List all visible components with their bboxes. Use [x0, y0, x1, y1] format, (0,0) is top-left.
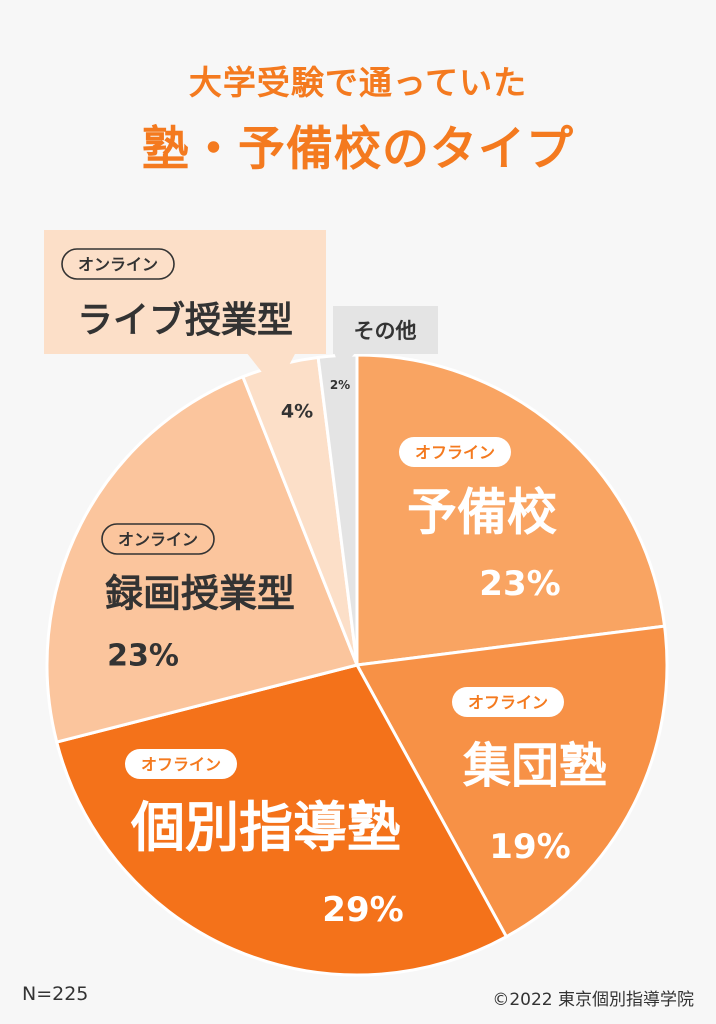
chart-title-line2: 塾・予備校のタイプ — [142, 122, 574, 177]
slice-tag-0: オフライン — [415, 443, 495, 462]
callout-other-pointer — [334, 352, 356, 370]
slice-label-0: 予備校 — [407, 484, 557, 542]
callout-live-tag: オンライン — [78, 255, 158, 274]
slice-tag-1-pill — [452, 687, 564, 717]
callout-live — [44, 230, 326, 390]
slice-label-3: 録画授業型 — [105, 571, 295, 615]
slice-value-5: 2% — [330, 378, 350, 392]
copyright-note: ©2022 東京個別指導学院 — [492, 990, 694, 1010]
callout-live-box — [44, 230, 326, 354]
pie-slice-1 — [354, 624, 669, 939]
slice-label-1: 集団塾 — [462, 738, 607, 794]
pie-slice-2 — [54, 663, 509, 977]
pie-slice-3 — [45, 374, 360, 744]
slice-value-0: 23% — [479, 564, 560, 604]
pie-slice-0 — [355, 353, 667, 667]
slice-tag-0-pill — [399, 437, 511, 467]
callout-other-label: その他 — [354, 319, 417, 343]
callout-live-label: ライブ授業型 — [77, 299, 293, 341]
callout-live-tag-pill — [61, 248, 175, 280]
callout-live-pointer — [246, 352, 296, 390]
pie-slices — [45, 353, 669, 977]
slice-tag-2: オフライン — [141, 755, 221, 774]
chart-title-line1: 大学受験で通っていた — [188, 63, 528, 102]
slice-value-4: 4% — [281, 401, 313, 423]
callout-other-box — [333, 306, 438, 354]
slice-value-3: 23% — [107, 639, 179, 674]
slice-value-1: 19% — [489, 827, 570, 867]
slice-value-2: 29% — [322, 890, 403, 930]
slice-tag-3-pill — [101, 523, 215, 555]
slice-tag-2-pill — [125, 749, 237, 779]
slice-tag-3: オンライン — [118, 530, 198, 549]
slice-label-2: 個別指導塾 — [130, 796, 401, 859]
slice-tag-1: オフライン — [468, 693, 548, 712]
sample-size-note: N=225 — [22, 983, 89, 1005]
